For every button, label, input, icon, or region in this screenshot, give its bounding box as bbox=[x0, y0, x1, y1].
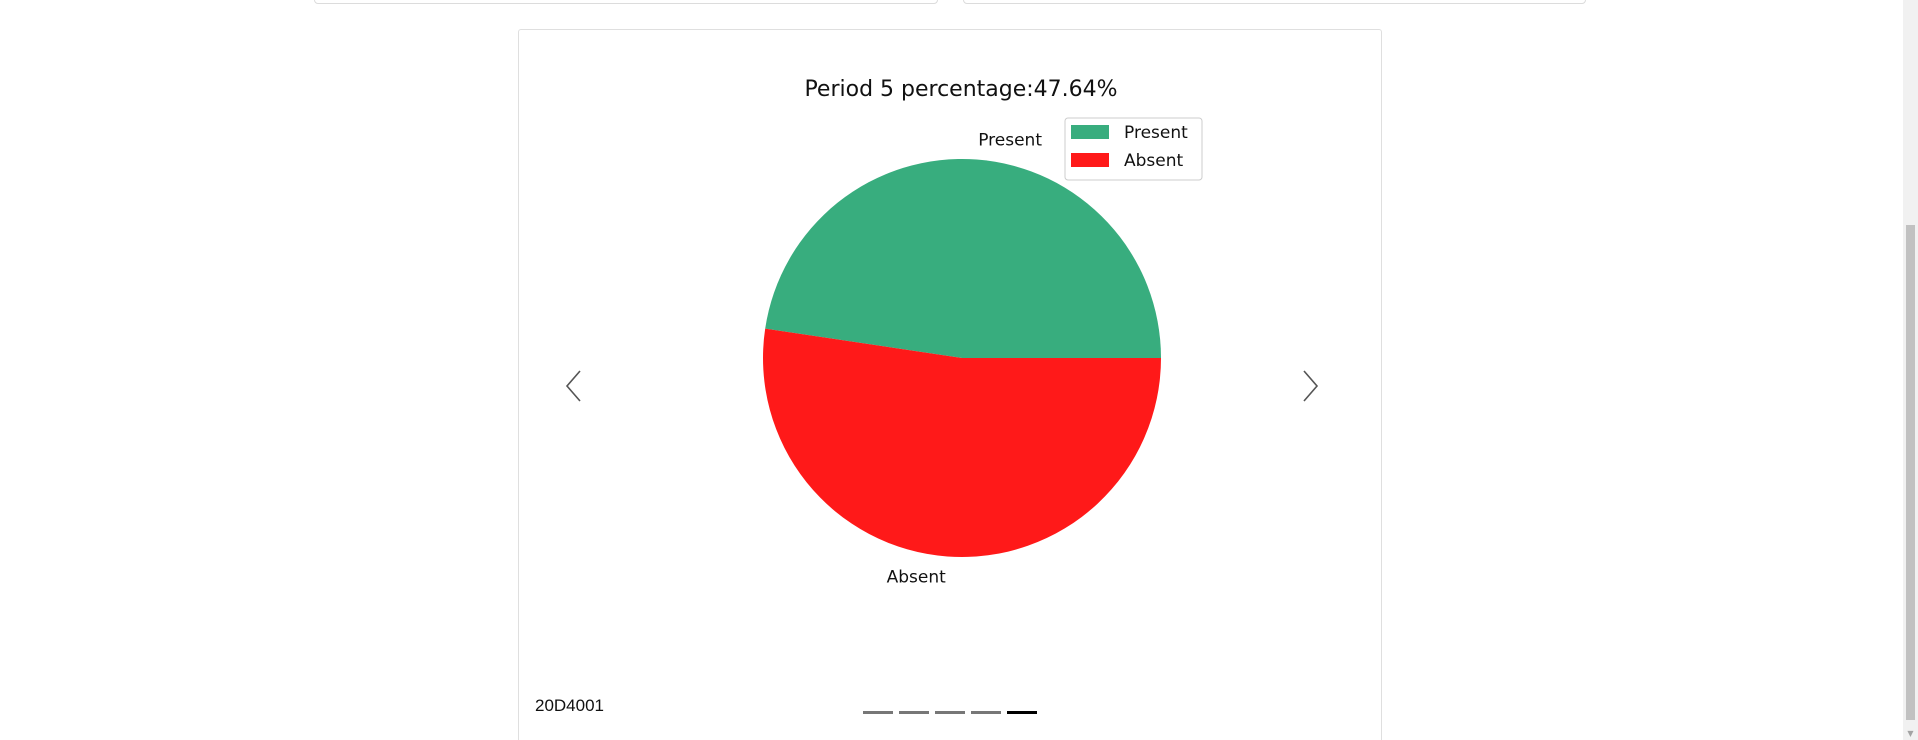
pie-slice-labels: Present Absent bbox=[887, 131, 1043, 588]
carousel-prev-button[interactable] bbox=[554, 356, 594, 416]
scrollbar-thumb[interactable] bbox=[1906, 225, 1915, 720]
legend-label-present: Present bbox=[1124, 123, 1188, 143]
carousel-indicator-1[interactable] bbox=[863, 711, 893, 714]
chevron-left-icon bbox=[565, 370, 581, 402]
chart-title: Period 5 percentage:47.64% bbox=[804, 77, 1117, 102]
carousel-indicator-2[interactable] bbox=[899, 711, 929, 714]
chevron-right-icon bbox=[1303, 370, 1319, 402]
pie-slice-absent bbox=[763, 328, 1161, 557]
carousel-indicator-3[interactable] bbox=[935, 711, 965, 714]
attendance-carousel-card: Period 5 percentage:47.64% Present Absent… bbox=[518, 29, 1382, 740]
carousel-indicator-5[interactable] bbox=[1007, 711, 1037, 714]
pie-slices bbox=[763, 158, 1161, 557]
pie-label-absent: Absent bbox=[887, 567, 947, 587]
chart-legend: Present Absent bbox=[1064, 117, 1203, 181]
scroll-down-arrow-icon[interactable]: ▼ bbox=[1907, 728, 1914, 738]
carousel-indicators bbox=[863, 711, 1037, 714]
carousel-caption: 20D4001 bbox=[535, 696, 605, 715]
vertical-scrollbar[interactable]: ▼ bbox=[1903, 0, 1918, 740]
previous-card-bottom-left bbox=[314, 0, 938, 4]
pie-slice-present bbox=[765, 158, 1161, 358]
previous-card-bottom-right bbox=[963, 0, 1586, 4]
legend-label-absent: Absent bbox=[1124, 151, 1184, 171]
legend-swatch-present bbox=[1071, 125, 1109, 139]
legend-swatch-absent bbox=[1071, 153, 1109, 167]
pie-chart: Period 5 percentage:47.64% Present Absent… bbox=[763, 77, 1203, 588]
pie-label-present: Present bbox=[978, 131, 1042, 151]
carousel-next-button[interactable] bbox=[1290, 356, 1330, 416]
carousel-indicator-4[interactable] bbox=[971, 711, 1001, 714]
